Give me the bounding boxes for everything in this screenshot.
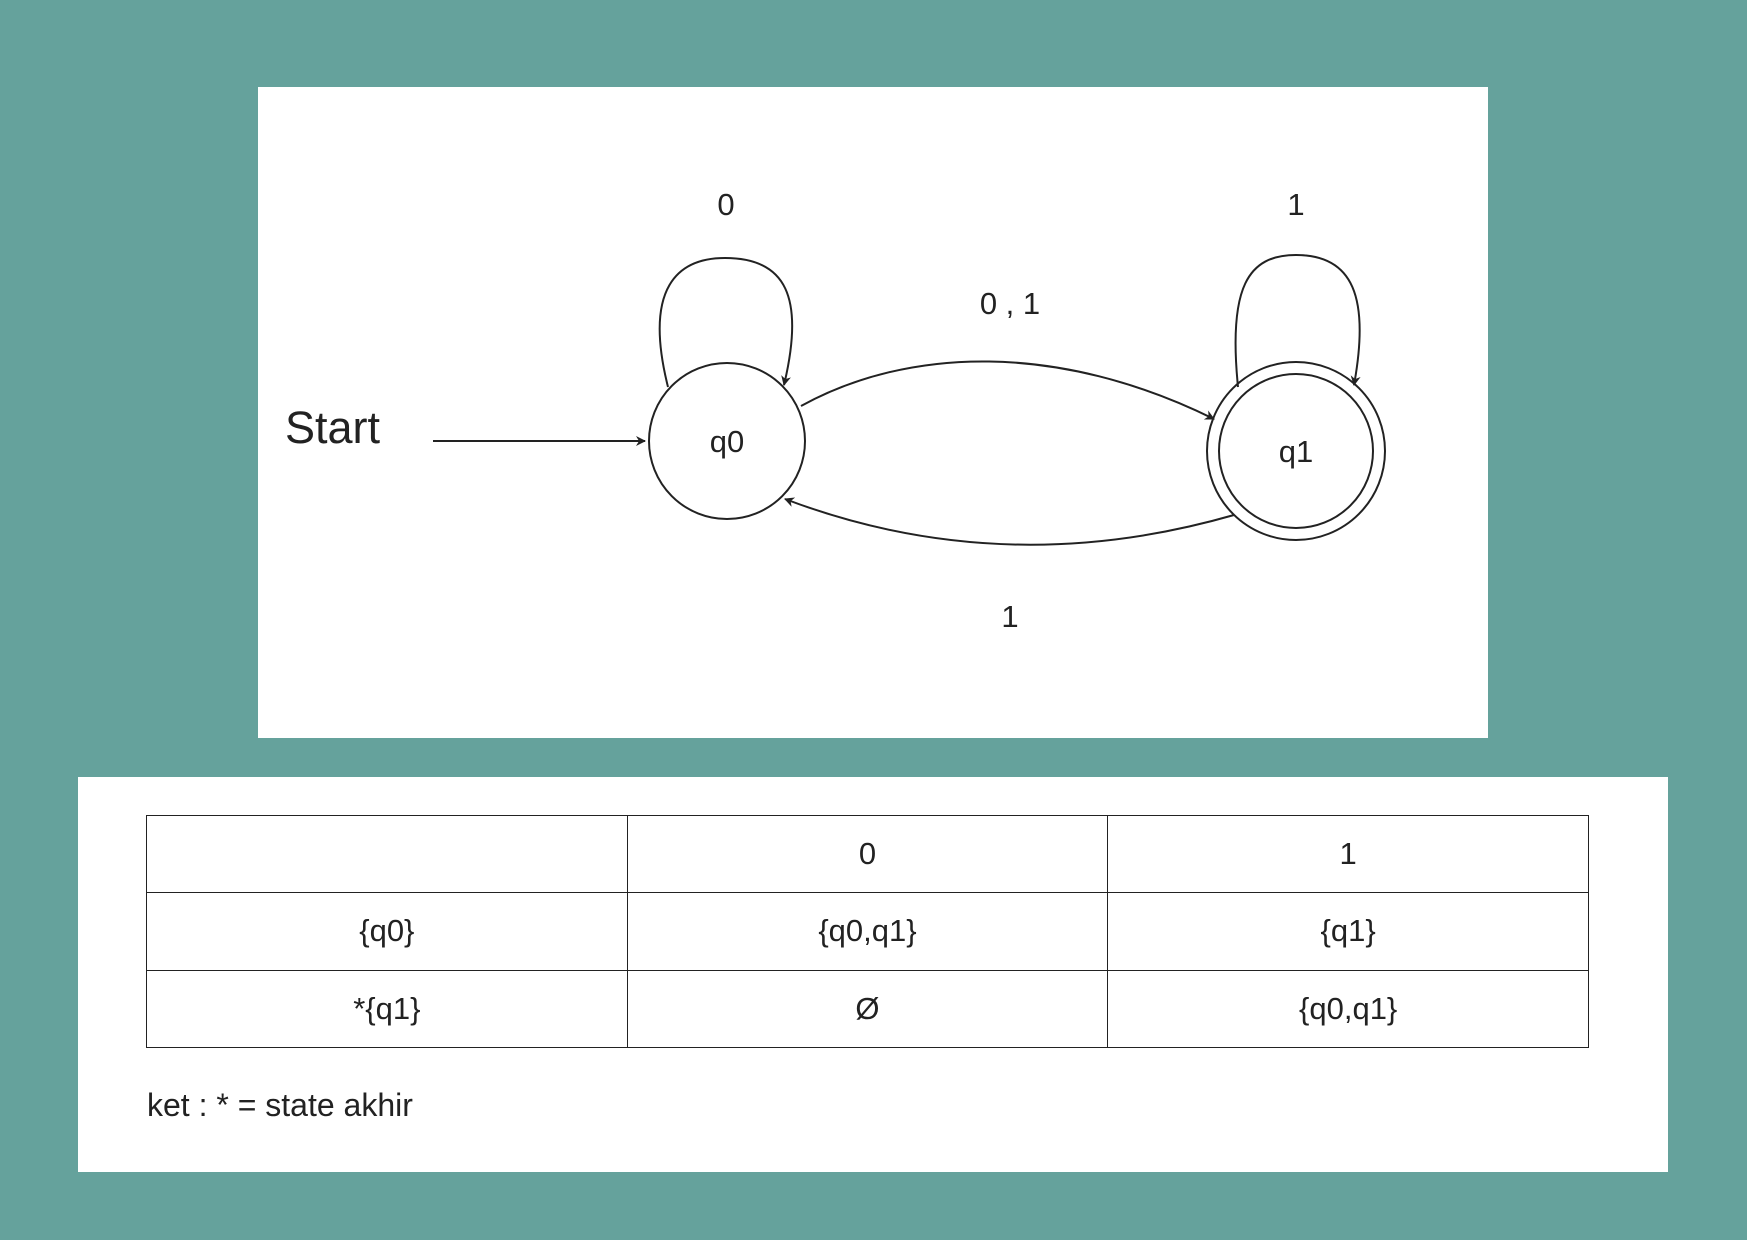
- table-cell: {q0}: [146, 892, 628, 971]
- table-cell: Ø: [626, 969, 1109, 1049]
- transition-q1-to-q0: [784, 497, 1235, 546]
- state-q1: q1: [1206, 361, 1386, 541]
- start-label: Start: [285, 402, 381, 453]
- table-cell: {q0,q1}: [1107, 969, 1589, 1049]
- table-cell: *{q1}: [146, 969, 628, 1049]
- transition-q1-loop-label: 1: [1287, 187, 1304, 222]
- state-diagram-panel: Start q0 q1 0 1 0 , 1 1: [258, 87, 1488, 738]
- transition-table: 0 1 {q0} {q0,q1} {q1} *{q1} Ø {q0,q1}: [146, 814, 1589, 1049]
- transition-q0-loop-label: 0: [717, 187, 734, 222]
- table-header-cell: 1: [1107, 814, 1589, 894]
- table-header-row: 0 1: [146, 814, 1589, 894]
- legend-note: ket : * = state akhir: [147, 1087, 413, 1123]
- transition-q1-to-q0-label: 1: [1001, 599, 1018, 634]
- table-row: {q0} {q0,q1} {q1}: [146, 892, 1589, 971]
- table-cell: {q1}: [1107, 892, 1589, 971]
- state-q0-circle: [648, 362, 806, 520]
- table-row: *{q1} Ø {q0,q1}: [146, 969, 1589, 1049]
- transition-q1-loop: [1234, 253, 1361, 388]
- transition-q0-to-q1-label: 0 , 1: [980, 286, 1040, 321]
- transition-table-panel: 0 1 {q0} {q0,q1} {q1} *{q1} Ø {q0,q1} ke…: [78, 777, 1668, 1172]
- table-header-cell: [146, 814, 628, 894]
- table-header-cell: 0: [626, 814, 1109, 894]
- table-cell: {q0,q1}: [626, 892, 1109, 971]
- transition-q0-loop: [658, 256, 794, 388]
- state-q1-inner-circle: [1218, 373, 1374, 529]
- state-diagram: Start q0 q1 0 1 0 , 1 1: [285, 187, 1386, 634]
- state-q0-label: q0: [710, 424, 744, 459]
- transition-q0-to-q1: [800, 360, 1215, 420]
- state-q1-outer-circle: [1206, 361, 1386, 541]
- state-q1-label: q1: [1279, 434, 1313, 469]
- state-q0: q0: [648, 362, 806, 520]
